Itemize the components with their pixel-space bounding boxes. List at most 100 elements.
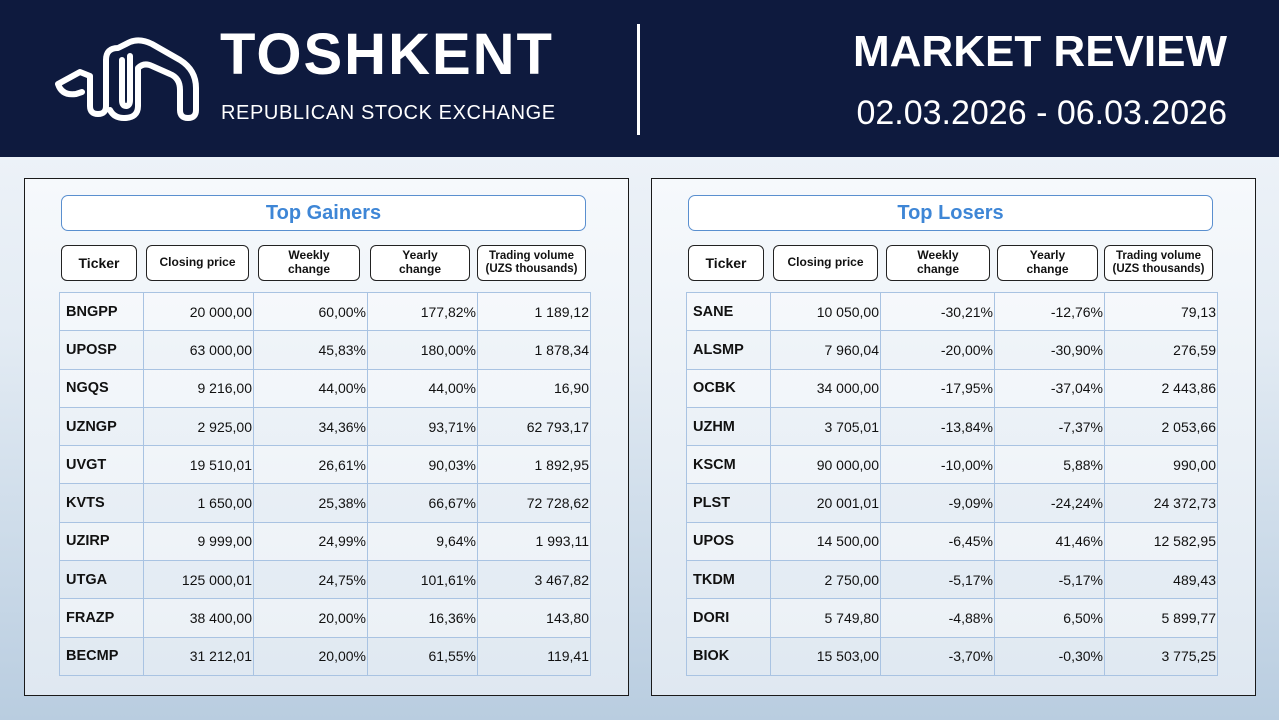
weekly-change-cell: 60,00% [253, 291, 368, 332]
ticker-cell: KSCM [686, 445, 771, 485]
closing-price-cell: 63 000,00 [143, 330, 254, 370]
table-row: BECMP 31 212,01 20,00% 61,55% 119,41 [59, 636, 591, 676]
top-gainers-title: Top Gainers [61, 195, 586, 231]
weekly-change-cell: -17,95% [880, 368, 995, 408]
top-losers-panel: Top Losers Ticker Closing price Weekly ch… [651, 178, 1256, 696]
weekly-change-cell: 25,38% [253, 483, 368, 523]
table-row: SANE 10 050,00 -30,21% -12,76% 79,13 [686, 291, 1218, 332]
ticker-header: Ticker [688, 245, 764, 281]
ticker-cell: NGQS [59, 368, 144, 408]
review-date-range: 02.03.2026 - 06.03.2026 [856, 94, 1227, 132]
weekly-change-cell: 26,61% [253, 445, 368, 485]
yearly-change-cell: 16,36% [367, 598, 478, 638]
weekly-change-cell: -30,21% [880, 291, 995, 332]
yearly-change-cell: 101,61% [367, 560, 478, 600]
ticker-cell: BIOK [686, 636, 771, 676]
table-row: OCBK 34 000,00 -17,95% -37,04% 2 443,86 [686, 368, 1218, 408]
closing-price-cell: 15 503,00 [770, 636, 881, 676]
weekly-change-cell: 44,00% [253, 368, 368, 408]
weekly-change-cell: 34,36% [253, 406, 368, 447]
weekly-change-header: Weekly change [258, 245, 360, 281]
ticker-cell: TKDM [686, 560, 771, 600]
closing-price-cell: 19 510,01 [143, 445, 254, 485]
top-gainers-panel: Top Gainers Ticker Closing price Weekly c… [24, 178, 629, 696]
yearly-change-cell: 66,67% [367, 483, 478, 523]
trading-volume-cell: 1 878,34 [477, 330, 591, 370]
weekly-change-cell: 24,75% [253, 560, 368, 600]
table-row: KSCM 90 000,00 -10,00% 5,88% 990,00 [686, 445, 1218, 485]
trading-volume-cell: 1 993,11 [477, 521, 591, 562]
trading-volume-cell: 3 467,82 [477, 560, 591, 600]
closing-price-cell: 38 400,00 [143, 598, 254, 638]
brand-subtitle: REPUBLICAN STOCK EXCHANGE [221, 102, 556, 124]
trading-volume-cell: 24 372,73 [1104, 483, 1218, 523]
yearly-change-header: Yearly change [370, 245, 470, 281]
trading-volume-cell: 990,00 [1104, 445, 1218, 485]
closing-price-cell: 9 216,00 [143, 368, 254, 408]
table-row: DORI 5 749,80 -4,88% 6,50% 5 899,77 [686, 598, 1218, 638]
ticker-cell: UVGT [59, 445, 144, 485]
closing-price-cell: 9 999,00 [143, 521, 254, 562]
weekly-change-cell: -6,45% [880, 521, 995, 562]
trading-volume-cell: 62 793,17 [477, 406, 591, 447]
weekly-change-cell: -10,00% [880, 445, 995, 485]
table-row: KVTS 1 650,00 25,38% 66,67% 72 728,62 [59, 483, 591, 523]
ticker-cell: PLST [686, 483, 771, 523]
weekly-change-header: Weekly change [886, 245, 990, 281]
yearly-change-cell: 5,88% [994, 445, 1105, 485]
ticker-cell: BNGPP [59, 291, 144, 332]
top-losers-table: SANE 10 050,00 -30,21% -12,76% 79,13 ALSMP 7 9… [686, 291, 1218, 676]
table-row: NGQS 9 216,00 44,00% 44,00% 16,90 [59, 368, 591, 408]
yearly-change-cell: 41,46% [994, 521, 1105, 562]
weekly-change-cell: 20,00% [253, 598, 368, 638]
ticker-cell: FRAZP [59, 598, 144, 638]
table-row: UZNGP 2 925,00 34,36% 93,71% 62 793,17 [59, 406, 591, 447]
weekly-change-cell: -3,70% [880, 636, 995, 676]
trading-volume-cell: 489,43 [1104, 560, 1218, 600]
yearly-change-cell: -30,90% [994, 330, 1105, 370]
trading-volume-cell: 16,90 [477, 368, 591, 408]
ticker-cell: BECMP [59, 636, 144, 676]
ticker-header: Ticker [61, 245, 137, 281]
trading-volume-cell: 12 582,95 [1104, 521, 1218, 562]
trading-volume-cell: 79,13 [1104, 291, 1218, 332]
table-row: UZIRP 9 999,00 24,99% 9,64% 1 993,11 [59, 521, 591, 562]
table-row: TKDM 2 750,00 -5,17% -5,17% 489,43 [686, 560, 1218, 600]
trading-volume-cell: 119,41 [477, 636, 591, 676]
closing-price-cell: 7 960,04 [770, 330, 881, 370]
weekly-change-cell: 20,00% [253, 636, 368, 676]
trading-volume-cell: 5 899,77 [1104, 598, 1218, 638]
closing-price-cell: 34 000,00 [770, 368, 881, 408]
ticker-cell: SANE [686, 291, 771, 332]
ticker-cell: UPOSP [59, 330, 144, 370]
yearly-change-cell: 180,00% [367, 330, 478, 370]
yearly-change-cell: 9,64% [367, 521, 478, 562]
table-row: BIOK 15 503,00 -3,70% -0,30% 3 775,25 [686, 636, 1218, 676]
table-row: PLST 20 001,01 -9,09% -24,24% 24 372,73 [686, 483, 1218, 523]
closing-price-cell: 2 925,00 [143, 406, 254, 447]
yearly-change-cell: 6,50% [994, 598, 1105, 638]
weekly-change-cell: -13,84% [880, 406, 995, 447]
weekly-change-cell: -20,00% [880, 330, 995, 370]
ticker-cell: UZIRP [59, 521, 144, 562]
trading-volume-cell: 276,59 [1104, 330, 1218, 370]
trading-volume-header: Trading volume (UZS thousands) [477, 245, 586, 281]
closing-price-cell: 20 000,00 [143, 291, 254, 332]
trading-volume-cell: 2 053,66 [1104, 406, 1218, 447]
ticker-cell: UZNGP [59, 406, 144, 447]
closing-price-cell: 2 750,00 [770, 560, 881, 600]
table-row: UPOS 14 500,00 -6,45% 41,46% 12 582,95 [686, 521, 1218, 562]
trading-volume-cell: 3 775,25 [1104, 636, 1218, 676]
trading-volume-cell: 1 892,95 [477, 445, 591, 485]
trading-volume-cell: 72 728,62 [477, 483, 591, 523]
top-gainers-table: BNGPP 20 000,00 60,00% 177,82% 1 189,12 UPOSP… [59, 291, 591, 676]
yearly-change-cell: 61,55% [367, 636, 478, 676]
ticker-cell: KVTS [59, 483, 144, 523]
table-row: ALSMP 7 960,04 -20,00% -30,90% 276,59 [686, 330, 1218, 370]
trading-volume-cell: 143,80 [477, 598, 591, 638]
header-banner: TOSHKENT REPUBLICAN STOCK EXCHANGE MARKE… [0, 0, 1279, 157]
closing-price-cell: 10 050,00 [770, 291, 881, 332]
ticker-cell: UTGA [59, 560, 144, 600]
yearly-change-header: Yearly change [997, 245, 1098, 281]
yearly-change-cell: -12,76% [994, 291, 1105, 332]
